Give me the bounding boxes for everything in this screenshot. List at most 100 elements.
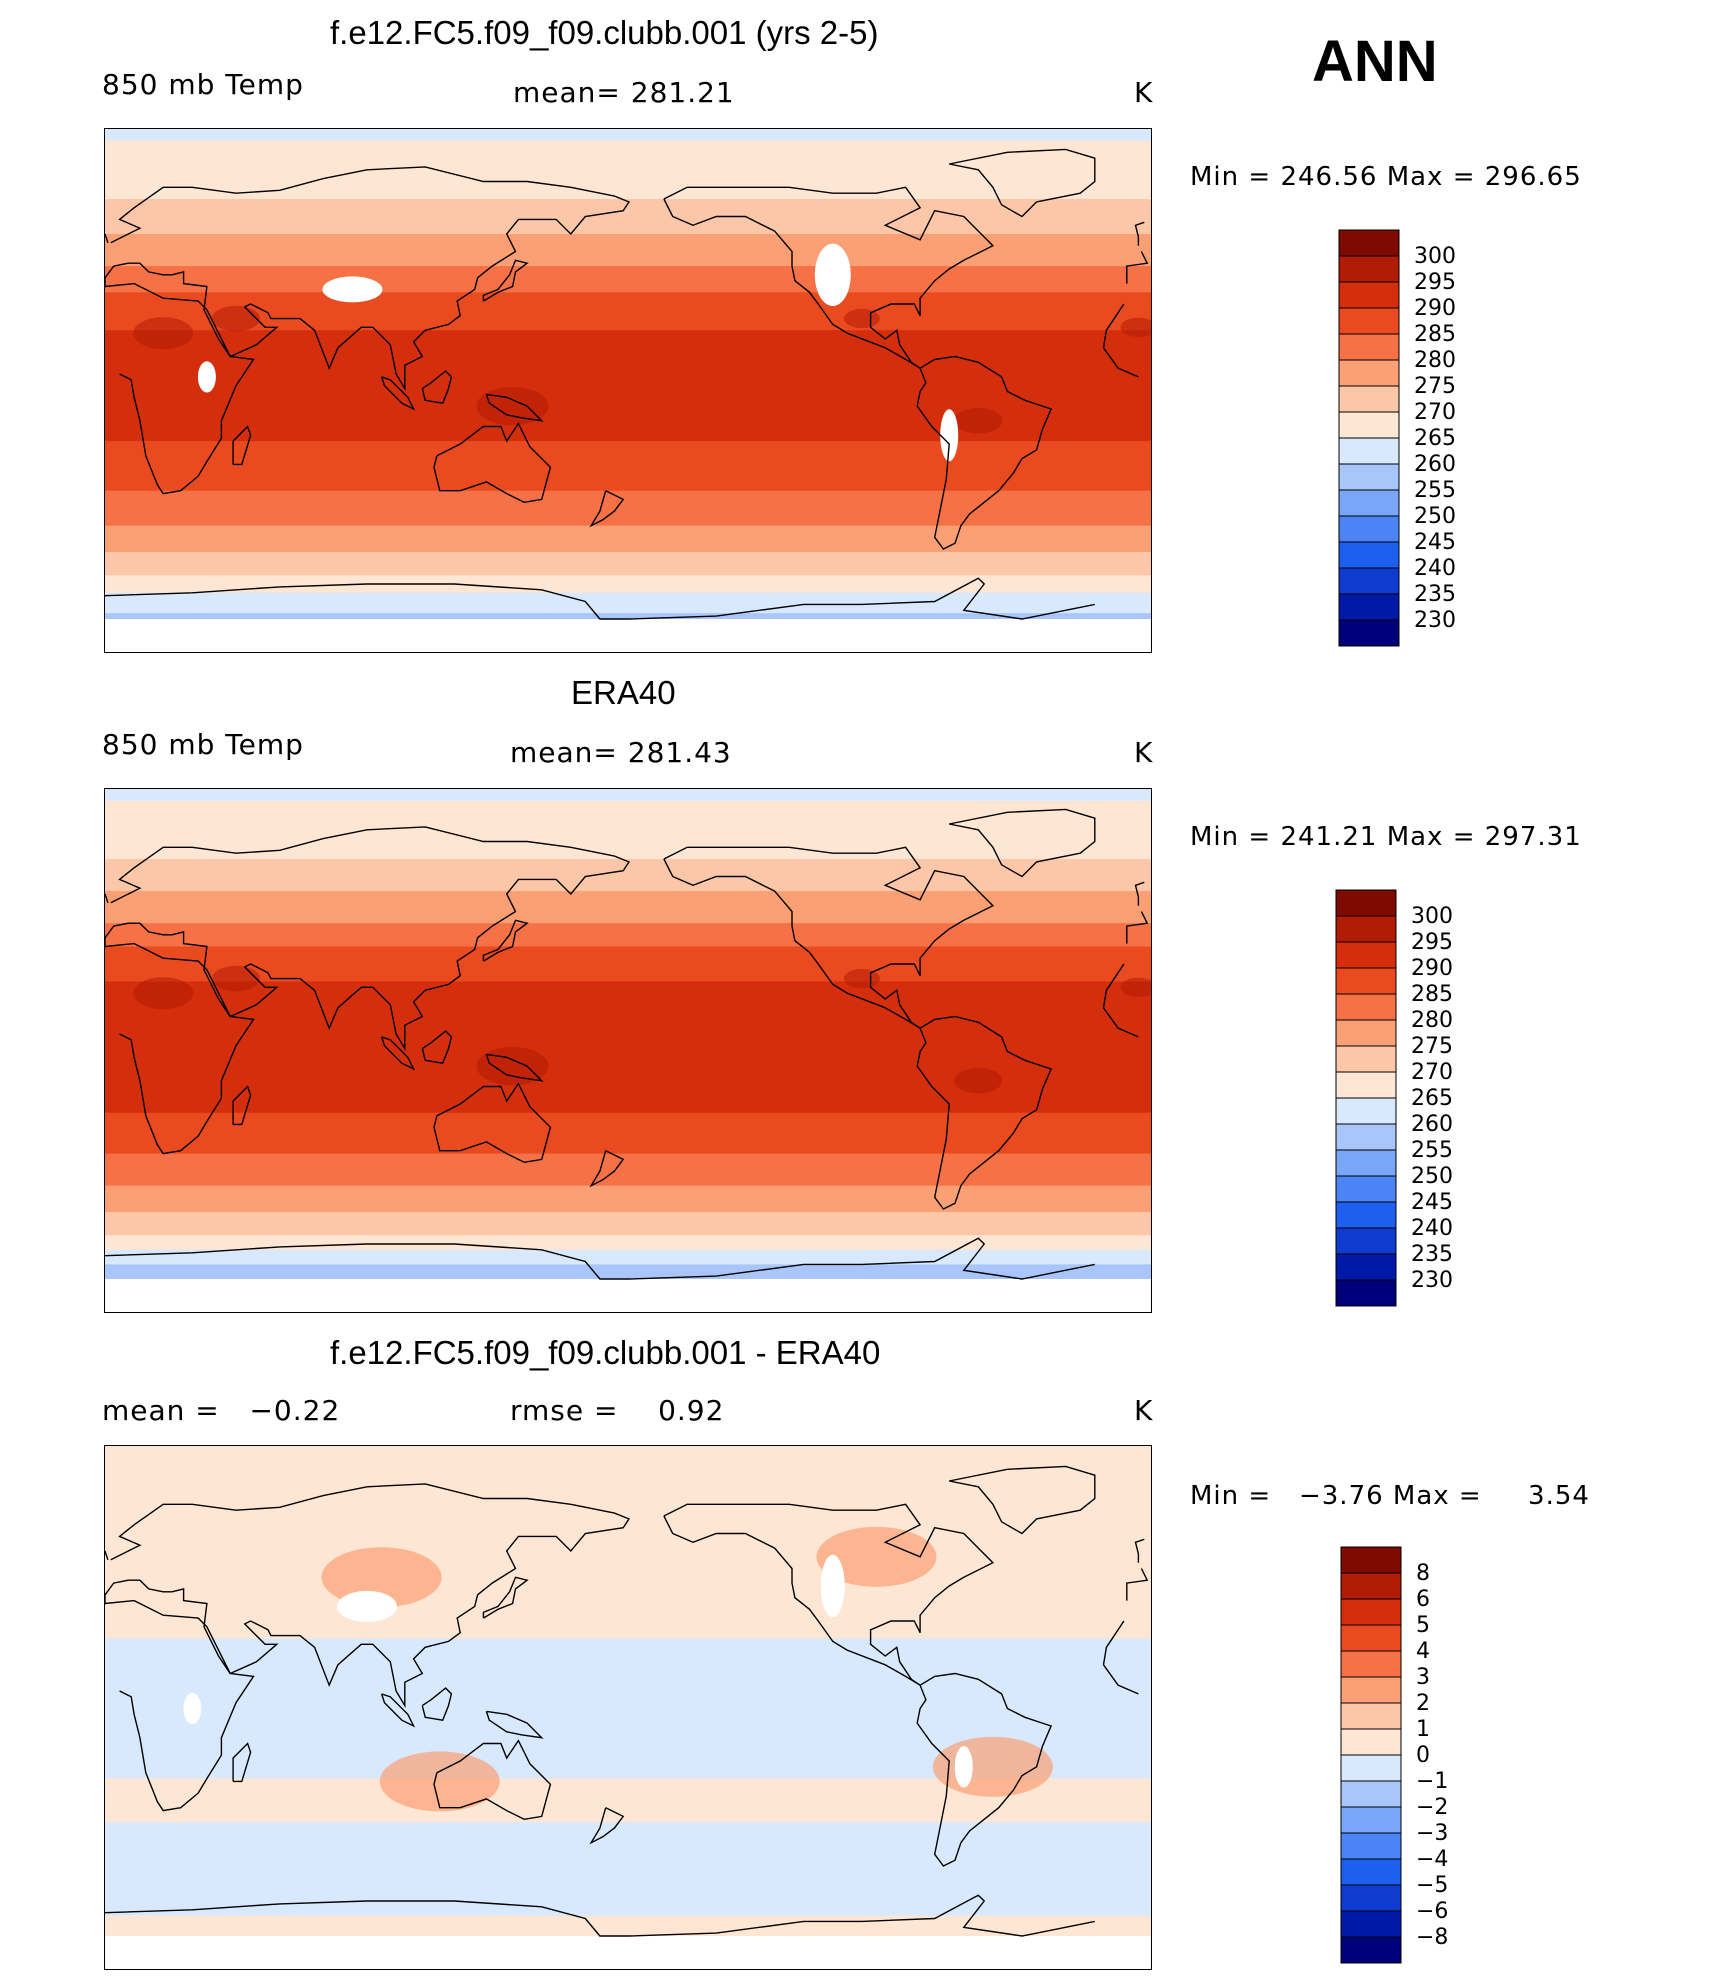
lat-band: [105, 1483, 1151, 1488]
colorbar-tick-label: 2: [1416, 1691, 1430, 1716]
colorbar-tick-label: 295: [1411, 930, 1453, 955]
lat-band: [105, 978, 1151, 983]
lat-band: [105, 1165, 1151, 1169]
colorbar-tick-label: 270: [1414, 400, 1456, 425]
colorbar-tick-label: 0: [1416, 1743, 1430, 1768]
lat-band: [105, 248, 1151, 253]
lat-band: [105, 1650, 1151, 1654]
panel3-rmse-label: rmse = 0.92: [510, 1394, 725, 1427]
coastline-11: [380, 1036, 416, 1071]
lat-band: [105, 984, 1151, 988]
colorbar-tick-label: −6: [1416, 1899, 1448, 1924]
lat-band: [105, 531, 1151, 536]
lat-band: [105, 1658, 1151, 1663]
lat-band: [105, 1574, 1151, 1578]
lat-band: [105, 888, 1151, 892]
lat-band: [105, 882, 1151, 886]
panel2-variable-label: 850 mb Temp: [102, 728, 304, 761]
lat-band: [105, 376, 1151, 381]
lat-band: [105, 213, 1151, 218]
panel2-colorbar: 300 295 290 285 280 275 270 265 260 255 250 245 240 2…: [1335, 889, 1515, 1329]
lat-band: [105, 999, 1151, 1003]
lat-band: [105, 269, 1151, 273]
lat-band: [105, 1127, 1151, 1131]
panel3-mean-label: mean = −0.22: [102, 1394, 341, 1427]
lat-band: [105, 867, 1151, 872]
lat-band: [105, 990, 1151, 994]
lat-band: [105, 178, 1151, 183]
coastline-12: [485, 1053, 544, 1082]
lat-band: [105, 362, 1151, 366]
warm-region: [133, 317, 194, 350]
panel1-minmax: Min = 246.56 Max = 296.65: [1190, 162, 1582, 192]
lat-band: [105, 1851, 1151, 1855]
coastline-1: [105, 1483, 1149, 1709]
lat-band: [105, 1903, 1151, 1908]
lat-band: [105, 330, 1151, 334]
lat-band: [105, 537, 1151, 541]
lat-band: [105, 129, 1151, 133]
lat-band: [105, 996, 1151, 1000]
lat-band: [105, 1790, 1151, 1794]
lat-band: [105, 446, 1151, 451]
colorbar-tick-label: 6: [1416, 1587, 1430, 1612]
lat-band: [105, 1699, 1151, 1704]
colorbar-box: [1335, 1279, 1397, 1307]
lat-band: [105, 301, 1151, 305]
lat-band: [105, 966, 1151, 971]
lat-band: [105, 1498, 1151, 1503]
lat-band: [105, 1045, 1151, 1050]
coastline-13: [105, 1237, 1095, 1280]
lat-band: [105, 1188, 1151, 1193]
lat-band: [105, 1124, 1151, 1128]
warm-anomaly: [816, 1526, 937, 1587]
lat-band: [105, 575, 1151, 579]
panel1-units: K: [1134, 76, 1154, 109]
lat-band: [105, 1623, 1151, 1628]
colorbar-tick-label: −2: [1416, 1795, 1448, 1820]
lat-band: [105, 1144, 1151, 1149]
lat-band: [105, 1209, 1151, 1213]
lat-band: [105, 1763, 1151, 1768]
lat-band: [105, 1074, 1151, 1079]
lat-band: [105, 616, 1151, 620]
lat-band: [105, 987, 1151, 991]
lat-band: [105, 1562, 1151, 1567]
lat-band: [105, 1711, 1151, 1715]
lat-band: [105, 1918, 1151, 1923]
colorbar-box: [1338, 281, 1400, 309]
lat-band: [105, 481, 1151, 486]
colorbar-box: [1338, 411, 1400, 439]
colorbar-box: [1335, 941, 1397, 969]
colorbar-box: [1338, 619, 1400, 647]
lat-band: [105, 896, 1151, 901]
lat-band: [105, 266, 1151, 270]
lat-band: [105, 1860, 1151, 1864]
lat-band: [105, 853, 1151, 857]
lat-band: [105, 1889, 1151, 1893]
colorbar-tick-label: 5: [1416, 1613, 1430, 1638]
colorbar-box: [1338, 437, 1400, 465]
lat-band: [105, 143, 1151, 148]
lat-band: [105, 1580, 1151, 1584]
lat-band: [105, 306, 1151, 311]
lat-band: [105, 1246, 1151, 1251]
colorbar-tick-label: 240: [1414, 556, 1456, 581]
lat-band: [105, 257, 1151, 261]
lat-band: [105, 1194, 1151, 1198]
lat-band: [105, 339, 1151, 343]
colorbar-box: [1340, 1598, 1402, 1626]
lat-band: [105, 432, 1151, 436]
colorbar-tick-label: 3: [1416, 1665, 1430, 1690]
coastline-12: [485, 393, 544, 422]
lat-band: [105, 420, 1151, 425]
lat-band: [105, 1542, 1151, 1546]
lat-band: [105, 1734, 1151, 1739]
lat-band: [105, 1179, 1151, 1184]
colorbar-tick-label: 280: [1411, 1008, 1453, 1033]
lat-band: [105, 1661, 1151, 1666]
lat-band: [105, 1042, 1151, 1047]
lat-band: [105, 368, 1151, 372]
lat-band: [105, 286, 1151, 291]
lat-band: [105, 911, 1151, 916]
